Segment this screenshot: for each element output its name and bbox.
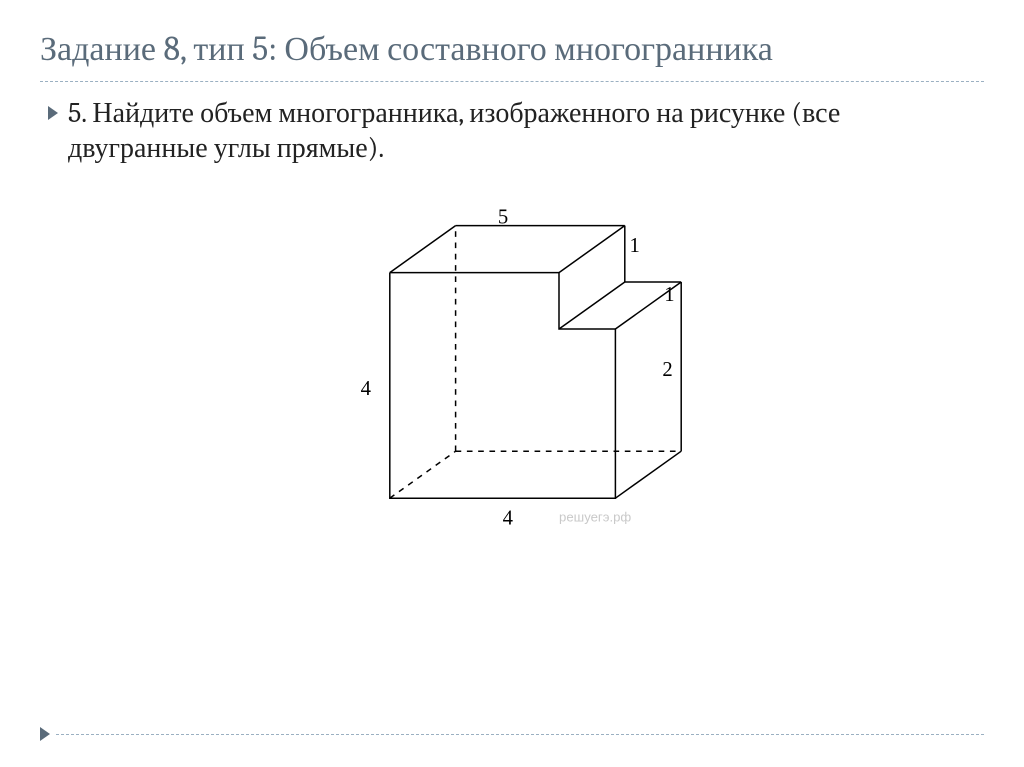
footer-divider bbox=[40, 731, 984, 737]
footer-bullet-icon bbox=[40, 727, 50, 741]
polyhedron-diagram: 5 1 1 2 4 4 решуегэ.рф bbox=[277, 196, 747, 556]
label-notch-d: 2 bbox=[662, 359, 672, 381]
page-title: Задание 8, тип 5: Объем составного много… bbox=[40, 28, 984, 82]
body-row: 5. Найдите объем многогранника, изображе… bbox=[40, 96, 984, 166]
label-top-depth: 5 bbox=[498, 206, 508, 228]
label-base-w: 4 bbox=[503, 507, 514, 529]
label-notch-w: 1 bbox=[630, 234, 640, 256]
bullet-icon bbox=[48, 106, 58, 120]
label-notch-h: 1 bbox=[664, 283, 674, 305]
watermark-text: решуегэ.рф bbox=[559, 509, 631, 524]
label-front-h: 4 bbox=[361, 377, 372, 399]
body-text: 5. Найдите объем многогранника, изображе… bbox=[68, 96, 984, 166]
diagram-container: 5 1 1 2 4 4 решуегэ.рф bbox=[40, 196, 984, 556]
footer-line bbox=[56, 734, 984, 735]
